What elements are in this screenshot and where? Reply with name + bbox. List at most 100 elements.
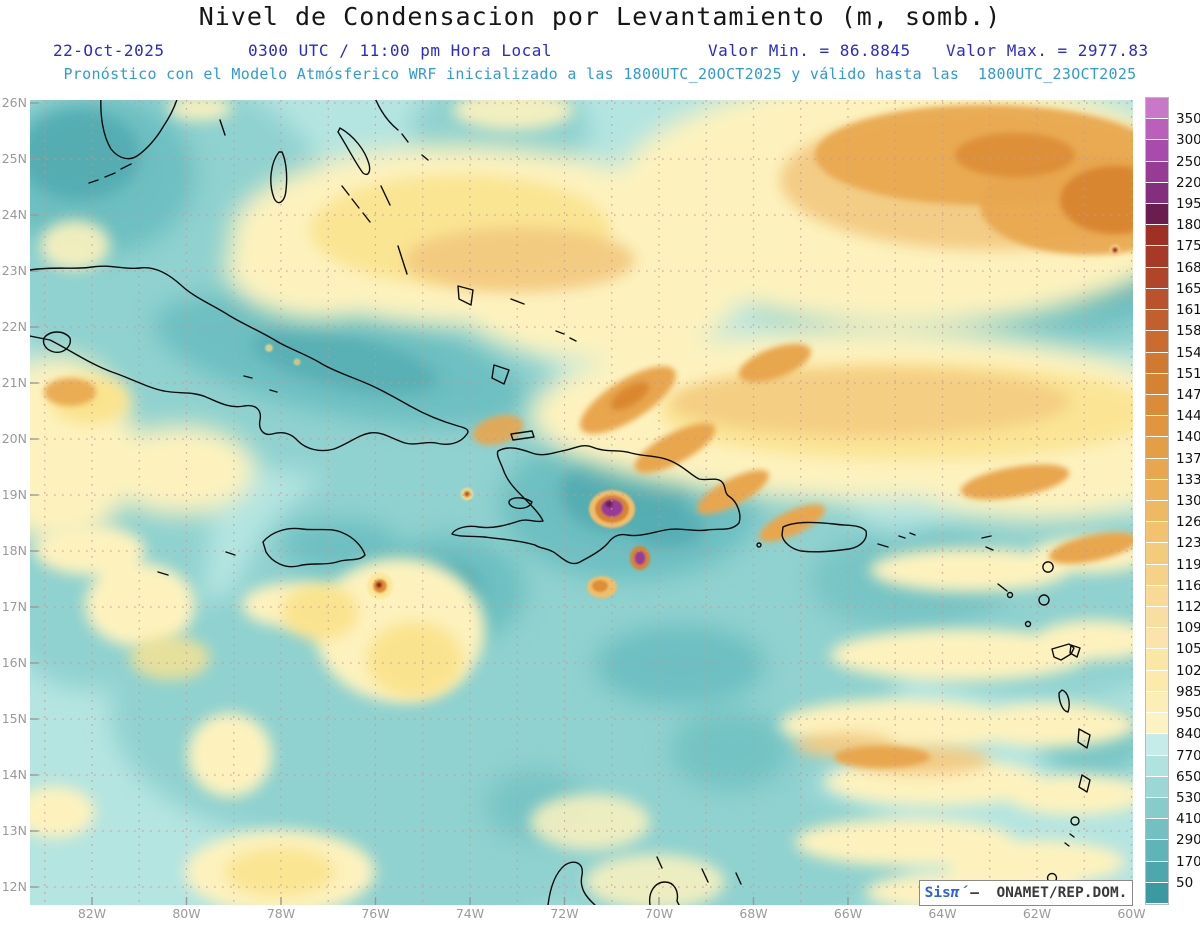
colorbar-tick-label: 1020	[1176, 662, 1200, 679]
colorbar-tick-label: 1475	[1176, 386, 1200, 403]
colorbar-segment	[1146, 797, 1168, 820]
lon-tick-label: 82W	[77, 906, 107, 921]
colorbar-segment	[1146, 331, 1168, 353]
lat-tick-label: 23N	[1, 263, 27, 278]
coast-st-lucia	[1078, 774, 1091, 793]
lcl-hotspots	[265, 244, 1121, 599]
colorbar-tick-label: 290	[1176, 832, 1200, 849]
header-date: 22-Oct-2025	[53, 41, 165, 60]
colorbar-tick-label: 50	[1176, 874, 1194, 891]
colorbar-tick-label: 1265	[1176, 514, 1200, 531]
colorbar-tick-label: 1440	[1176, 408, 1200, 425]
coast-martinique	[1077, 728, 1091, 749]
colorbar-segment	[1146, 522, 1168, 544]
lon-tick-label: 62W	[1022, 906, 1052, 921]
colorbar-tick-label: 3500	[1176, 111, 1200, 128]
header-value-min: Valor Min. = 86.8845	[708, 41, 911, 60]
colorbar-segment	[1146, 352, 1168, 374]
lat-tick-label: 14N	[1, 767, 27, 782]
lon-tick-label: 68W	[739, 906, 768, 921]
coast-puerto-rico	[781, 521, 916, 553]
colorbar-segment	[1146, 479, 1168, 501]
colorbar-segment	[1146, 564, 1168, 586]
colorbar-tick-label: 2200	[1176, 174, 1200, 191]
colorbar-segment	[1146, 882, 1168, 904]
coast-gonave-tortuga	[508, 430, 535, 510]
lon-tick-label: 76W	[361, 906, 390, 921]
colorbar-segment	[1146, 416, 1168, 438]
coast-antigua	[1038, 594, 1050, 606]
watermark-pi-symbol: π́	[950, 885, 969, 901]
coast-cayman-islands	[157, 375, 278, 576]
colorbar-tick-label: 1405	[1176, 429, 1200, 446]
colorbar-segment	[1146, 543, 1168, 565]
colorbar-tick-label: 1160	[1176, 577, 1200, 594]
colorbar-segment	[1146, 98, 1168, 120]
coastlines-layer	[29, 95, 1091, 906]
colorbar-segment	[1146, 267, 1168, 289]
lat-tick-label: 25N	[1, 151, 27, 166]
colorbar-tick-label: 985	[1176, 683, 1200, 700]
coast-dominica	[1058, 689, 1070, 713]
coast-jamaica	[262, 527, 366, 568]
colorbar-legend: 3500 3000 2500 2200 1950 1800 1750 1685 1650 1615…	[1145, 97, 1200, 905]
lat-tick-label: 20N	[1, 431, 27, 446]
colorbar-segment	[1146, 607, 1168, 629]
colorbar-segment	[1146, 288, 1168, 311]
lat-tick-label: 12N	[1, 879, 27, 894]
map-area	[0, 70, 1200, 927]
colorbar-segment	[1146, 225, 1168, 247]
colorbar-segment	[1146, 776, 1168, 798]
colorbar-tick-label: 410	[1176, 811, 1200, 828]
colorbar-segment	[1146, 204, 1168, 226]
lat-tick-label: 24N	[1, 207, 27, 222]
coast-leeward-islands	[981, 535, 1054, 592]
colorbar-segment	[1146, 182, 1168, 205]
page-title: Nivel de Condensacion por Levantamiento …	[198, 2, 1002, 31]
lat-tick-label: 15N	[1, 711, 27, 726]
colorbar-tick-label: 1335	[1176, 471, 1200, 488]
lon-tick-label: 64W	[928, 906, 957, 921]
coast-mona	[756, 542, 762, 548]
colorbar-segment	[1146, 310, 1168, 332]
colorbar-segment	[1146, 691, 1168, 714]
lat-tick-label: 13N	[1, 823, 27, 838]
colorbar-tick-label: 1615	[1176, 302, 1200, 319]
colorbar-segment	[1146, 437, 1168, 459]
colorbar-segment	[1146, 628, 1168, 650]
watermark-box: Sis π́ – ONAMET/REP.DOM.	[919, 880, 1133, 906]
colorbar-segment	[1146, 119, 1168, 141]
header-model-line: Pronóstico con el Modelo Atmósferico WRF…	[63, 65, 1137, 83]
colorbar-segment	[1146, 501, 1168, 523]
colorbar-tick-label: 170	[1176, 853, 1200, 870]
lat-tick-label: 26N	[1, 95, 27, 110]
coast-grenadines	[1064, 833, 1075, 847]
lat-tick-label: 19N	[1, 487, 27, 502]
colorbar-tick-label: 1650	[1176, 280, 1200, 297]
colorbar-bar	[1145, 97, 1169, 905]
colorbar-tick-label: 1055	[1176, 641, 1200, 658]
colorbar-segment	[1146, 861, 1168, 883]
colorbar-segment	[1146, 713, 1168, 735]
lon-tick-label: 80W	[172, 906, 201, 921]
coast-st-vincent	[1070, 816, 1080, 826]
lat-tick-label: 22N	[1, 319, 27, 334]
colorbar-tick-label: 1230	[1176, 535, 1200, 552]
lat-tick-label: 18N	[1, 543, 27, 558]
colorbar-segment	[1146, 670, 1168, 692]
colorbar-tick-label: 1950	[1176, 196, 1200, 213]
lon-tick-label: 72W	[550, 906, 579, 921]
colorbar-tick-label: 1800	[1176, 217, 1200, 234]
lon-tick-label: 70W	[644, 906, 674, 921]
colorbar-segment	[1146, 755, 1168, 777]
colorbar-tick-label: 1750	[1176, 238, 1200, 255]
watermark-org: – ONAMET/REP.DOM.	[970, 885, 1128, 901]
colorbar-segment	[1146, 373, 1168, 395]
colorbar-tick-label: 1545	[1176, 344, 1200, 361]
header-valid-time: 0300 UTC / 11:00 pm Hora Local	[248, 41, 552, 60]
colorbar-tick-label: 1090	[1176, 620, 1200, 637]
lon-tick-label: 66W	[833, 906, 863, 921]
colorbar-segment	[1146, 140, 1168, 162]
colorbar-tick-label: 950	[1176, 705, 1200, 722]
